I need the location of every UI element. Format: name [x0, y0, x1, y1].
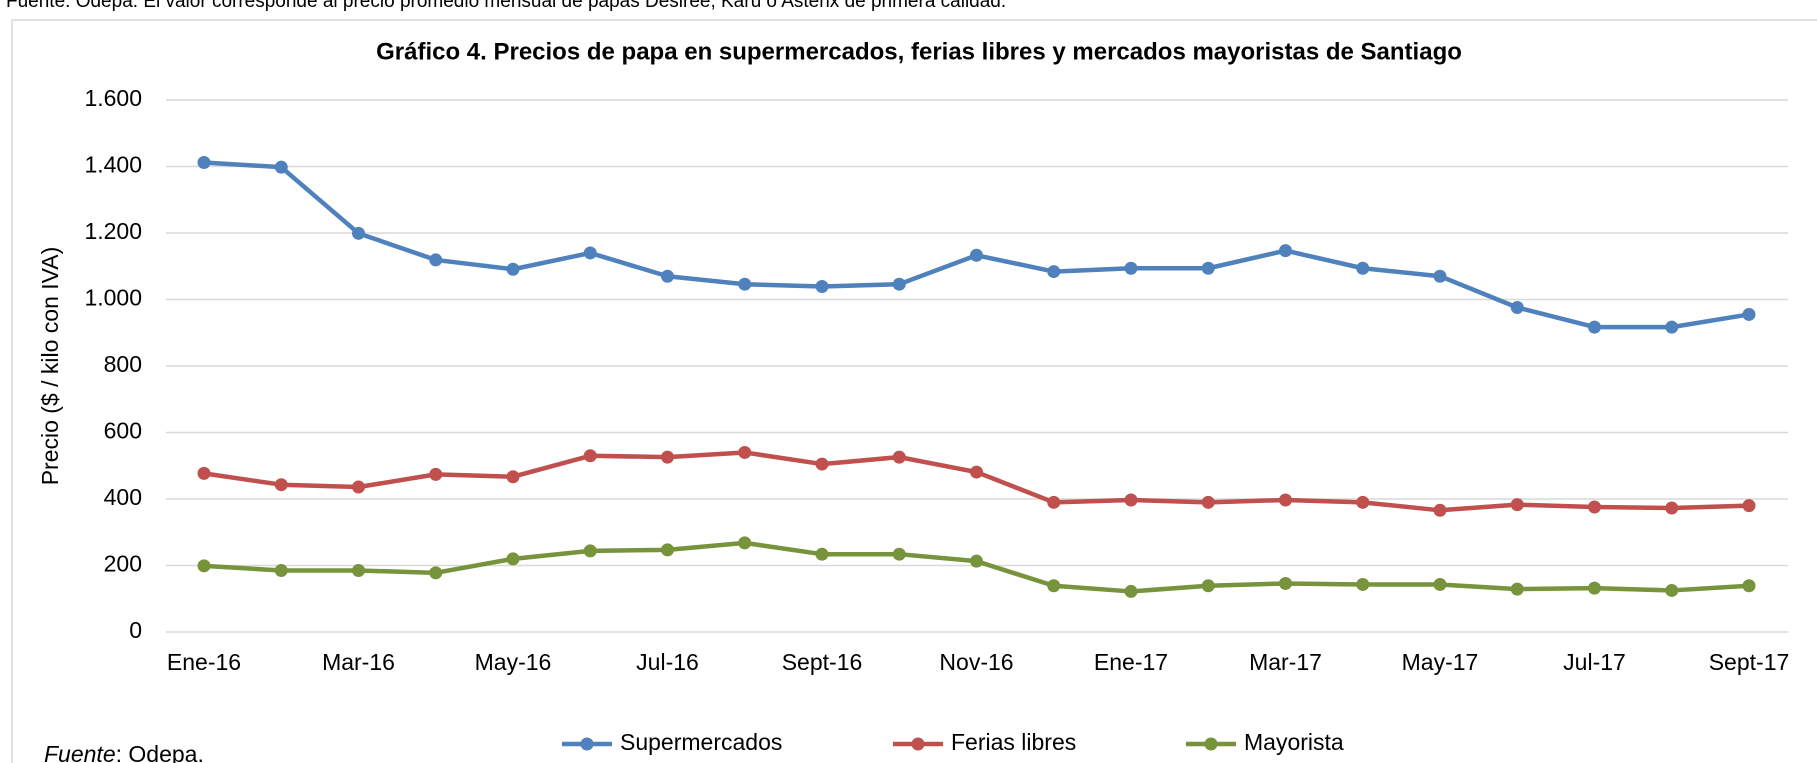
legend-marker — [1204, 737, 1218, 751]
note: Fuente: Odepa. El valor corresponde al p… — [6, 0, 1006, 12]
data-point — [970, 465, 983, 479]
data-point — [197, 559, 211, 573]
data-point — [352, 563, 365, 577]
x-tick-label: May-17 — [1402, 649, 1479, 675]
data-point — [1279, 576, 1292, 590]
y-tick-label: 1.400 — [84, 152, 142, 178]
legend-marker — [580, 737, 594, 751]
data-point — [1588, 320, 1601, 334]
source: Fuente: Odepa. — [44, 741, 204, 763]
y-tick-label: 800 — [104, 351, 142, 377]
data-point — [352, 226, 365, 240]
data-point — [1588, 500, 1601, 514]
data-point — [583, 246, 597, 260]
data-point — [1047, 265, 1061, 279]
data-point — [506, 262, 520, 276]
data-point — [738, 277, 752, 291]
y-tick-label: 1.600 — [84, 85, 142, 111]
data-point — [429, 566, 443, 580]
data-point — [274, 563, 288, 577]
data-point — [1279, 244, 1292, 258]
data-point — [1201, 261, 1215, 275]
legend-label: Ferias libres — [951, 729, 1076, 755]
legend-marker — [911, 737, 925, 751]
data-point — [1356, 495, 1370, 509]
data-point — [1742, 579, 1756, 593]
legend-label: Supermercados — [620, 729, 782, 755]
data-point — [1279, 493, 1292, 507]
data-point — [892, 450, 906, 464]
x-tick-label: Ene-17 — [1094, 649, 1168, 675]
source-rest: : Odepa. — [116, 741, 204, 763]
data-point — [1510, 498, 1524, 512]
data-point — [274, 478, 288, 492]
data-point — [197, 156, 211, 170]
y-tick-label: 200 — [104, 551, 142, 577]
data-point — [1433, 577, 1447, 591]
data-point — [1665, 583, 1679, 597]
data-point — [1047, 579, 1061, 593]
y-tick-label: 0 — [129, 617, 142, 643]
data-point — [738, 536, 752, 550]
x-tick-label: Sept-17 — [1709, 649, 1790, 675]
y-tick-label: 1.000 — [84, 285, 142, 311]
data-point — [970, 554, 983, 568]
data-point — [815, 280, 829, 294]
data-point — [661, 450, 674, 464]
y-tick-label: 1.200 — [84, 218, 142, 244]
x-tick-label: Ene-16 — [167, 649, 241, 675]
data-point — [815, 457, 829, 471]
data-point — [1742, 499, 1756, 513]
data-point — [429, 253, 443, 267]
data-point — [583, 449, 597, 463]
data-point — [1433, 503, 1447, 517]
x-tick-label: Jul-17 — [1563, 649, 1626, 675]
x-tick-label: May-16 — [475, 649, 552, 675]
data-point — [1124, 261, 1138, 275]
data-point — [583, 544, 597, 558]
x-tick-label: Jul-16 — [636, 649, 699, 675]
data-point — [429, 467, 443, 481]
data-point — [1356, 577, 1370, 591]
data-point — [970, 248, 983, 262]
data-point — [506, 552, 520, 566]
data-point — [1201, 579, 1215, 593]
data-point — [197, 466, 211, 480]
data-point — [1433, 269, 1447, 283]
x-tick-label: Mar-17 — [1249, 649, 1322, 675]
y-axis-label: Precio ($ / kilo con IVA) — [37, 247, 63, 486]
data-point — [1742, 307, 1756, 321]
data-point — [661, 543, 674, 557]
y-tick-label: 600 — [104, 418, 142, 444]
legend-label: Mayorista — [1244, 729, 1344, 755]
data-point — [1047, 495, 1061, 509]
x-tick-label: Mar-16 — [322, 649, 395, 675]
data-point — [815, 547, 829, 561]
data-point — [1665, 501, 1679, 515]
y-tick-label: 400 — [104, 484, 142, 510]
data-point — [274, 160, 288, 174]
data-point — [738, 445, 752, 459]
data-point — [1124, 584, 1138, 598]
chart-frame — [11, 19, 1817, 763]
data-point — [1588, 581, 1601, 595]
chart-title: Gráfico 4. Precios de papa en supermerca… — [376, 38, 1462, 65]
data-point — [1510, 300, 1524, 314]
source-prefix: Fuente — [44, 741, 116, 763]
x-tick-label: Nov-16 — [939, 649, 1013, 675]
data-point — [1356, 261, 1370, 275]
data-point — [1510, 582, 1524, 596]
x-tick-label: Sept-16 — [782, 649, 863, 675]
data-point — [352, 480, 365, 494]
data-point — [892, 277, 906, 291]
data-point — [1665, 320, 1679, 334]
data-point — [506, 470, 520, 484]
data-point — [1201, 495, 1215, 509]
data-point — [1124, 493, 1138, 507]
data-point — [892, 547, 906, 561]
data-point — [661, 269, 674, 283]
